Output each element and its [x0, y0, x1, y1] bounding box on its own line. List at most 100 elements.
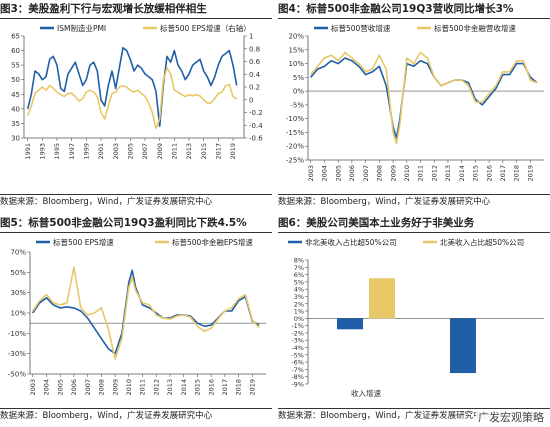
- y-tick-label: -15%: [286, 129, 304, 137]
- x-tick-label: 2019: [526, 165, 534, 182]
- x-tick-label: 2017: [221, 379, 229, 396]
- y-tick-label: -7%: [291, 366, 304, 374]
- y-tick-label: 30%: [10, 289, 26, 297]
- x-tick-label: 2001: [97, 143, 105, 160]
- x-tick-label: 1999: [83, 143, 91, 160]
- y-tick-label: 10%: [288, 60, 304, 68]
- x-tick-label: 2008: [98, 379, 106, 396]
- x-tick-label: 2015: [472, 165, 480, 182]
- series-line-2: [310, 51, 538, 145]
- chart-ism-eps: 30 35 40 45 50 55 60 65 1991 1993 1995 1997 1999 2001…: [11, 23, 263, 160]
- x-tick-label: 2012: [430, 165, 438, 182]
- x-tick-label: 2014: [458, 165, 466, 182]
- x-tick-label: 2011: [139, 379, 147, 396]
- bar-na-revenue: [369, 278, 395, 319]
- x-tick-label: 2013: [166, 379, 174, 396]
- y-right-tick-label: 0.2: [249, 84, 260, 92]
- y-tick-label: -20%: [286, 143, 304, 151]
- series-line-1: [310, 57, 538, 139]
- y-tick-label: 5%: [294, 278, 304, 286]
- y-right-tick-label: -0.2: [249, 109, 263, 117]
- x-category-label: 收入增速: [351, 388, 381, 398]
- panel-domestic-vs-foreign: 图6：美股公司美国本土业务好于非美业务 -9% -8% -7% -6% -5% -4% -3…: [278, 214, 550, 425]
- y-tick-label: -50%: [8, 371, 26, 379]
- x-tick-label: 2007: [84, 379, 92, 396]
- x-tick-label: 2009: [111, 379, 119, 396]
- x-tick-label: 2007: [141, 143, 149, 160]
- x-tick-label: 2018: [513, 165, 521, 182]
- y-right-tick-label: 0.8: [249, 45, 260, 53]
- y-tick-label: -3%: [291, 337, 304, 345]
- x-tick-label: 2015: [200, 143, 208, 160]
- panel-eps-growth: 图5：标普500非金融公司19Q3盈利同比下跌4.5% -50% -30% -10%…: [0, 214, 272, 425]
- y-tick-label: 0%: [294, 315, 304, 323]
- y-tick-label: 65: [11, 33, 20, 41]
- series-line-2: [32, 266, 260, 360]
- x-tick-label: 1991: [24, 143, 32, 160]
- y-tick-label: -10%: [286, 115, 304, 123]
- y-right-tick-label: -0.6: [249, 135, 263, 143]
- x-tick-label: 2009: [389, 165, 397, 182]
- series-line-1: [26, 46, 238, 128]
- y-tick-label: 20%: [288, 33, 304, 41]
- y-tick-label: 60: [11, 47, 20, 55]
- y-tick-label: -2%: [291, 329, 304, 337]
- legend-label: 标普500非金融EPS增速: [172, 237, 253, 247]
- y-tick-label: -8%: [291, 373, 304, 381]
- x-tick-label: 2011: [417, 165, 425, 182]
- y-tick-label: -9%: [291, 381, 304, 389]
- panel-revenue-growth: 图4：标普500非金融公司19Q3营收同比增长3% -25% -20% -15% -1…: [278, 0, 550, 211]
- x-tick-label: 2010: [403, 165, 411, 182]
- y-tick-label: 8%: [294, 257, 304, 265]
- panel-title: 图5：标普500非金融公司19Q3盈利同比下跌4.5%: [0, 214, 272, 233]
- x-tick-label: 2016: [207, 379, 215, 396]
- x-tick-label: 2003: [307, 165, 315, 182]
- legend-label: 标普500营收增速: [331, 23, 391, 33]
- series-line-2: [26, 67, 238, 130]
- y-tick-label: 50%: [10, 269, 26, 277]
- x-tick-label: 1995: [53, 143, 61, 160]
- x-tick-label: 2008: [376, 165, 384, 182]
- y-tick-label: 55: [11, 62, 20, 70]
- x-tick-label: 2019: [229, 143, 237, 160]
- x-tick-label: 1993: [39, 143, 47, 160]
- y-tick-label: 0%: [293, 88, 304, 96]
- legend-label: 北美收入占比超50%公司: [440, 237, 524, 247]
- x-tick-label: 2010: [125, 379, 133, 396]
- panel-title: 图6：美股公司美国本土业务好于非美业务: [278, 214, 550, 233]
- legend-label: 非北美收入占比超50%公司: [305, 237, 397, 247]
- y-tick-label: -10%: [8, 330, 26, 338]
- y-tick-label: 70%: [10, 249, 26, 257]
- x-tick-label: 2006: [70, 379, 78, 396]
- x-tick-label: 2018: [235, 379, 243, 396]
- y-tick-label: 40: [11, 105, 20, 113]
- y-tick-label: 2%: [294, 300, 304, 308]
- x-tick-label: 2013: [444, 165, 452, 182]
- chart-eps-growth: -50% -30% -10% 10% 30% 50% 70% 2003 2004 2005 2006…: [8, 237, 266, 396]
- y-tick-label: 15%: [288, 46, 304, 54]
- y-right-tick-label: 0.6: [249, 58, 261, 66]
- series-line-1: [32, 269, 260, 355]
- x-tick-label: 2013: [185, 143, 193, 160]
- x-tick-label: 2014: [180, 379, 188, 396]
- y-tick-label: 1%: [294, 308, 304, 316]
- source-note: 数据来源：Bloomberg，Wind，广发证券发展研究中心: [0, 194, 272, 210]
- bar-non-na-revenue: [337, 318, 363, 330]
- y-tick-label: -5%: [290, 101, 304, 109]
- y-tick-label: 50: [11, 76, 20, 84]
- y-tick-label: 4%: [294, 286, 304, 294]
- x-tick-label: 2005: [334, 165, 342, 182]
- panel-ism-eps: 图3：美股盈利下行与宏观增长放缓相伴相生 30 35 40 45 50 55 60 65 199…: [0, 0, 272, 211]
- y-tick-label: -6%: [291, 359, 304, 367]
- y-tick-label: 35: [11, 120, 20, 128]
- source-note: 数据来源：Bloomberg，Wind，广发证券发展研究中心: [0, 408, 272, 424]
- y-tick-label: 3%: [294, 293, 304, 301]
- panel-title: 图4：标普500非金融公司19Q3营收同比增长3%: [278, 0, 550, 19]
- y-tick-label: -4%: [291, 344, 304, 352]
- x-tick-label: 2003: [112, 143, 120, 160]
- source-note: 数据来源：Bloomberg，Wind，广发证券发展研究中心: [278, 194, 550, 210]
- x-tick-label: 2012: [152, 379, 160, 396]
- legend-label: 标普500 EPS增速（右轴）: [160, 23, 251, 33]
- legend-label: ISM制造业PMI: [57, 23, 106, 33]
- watermark: 广发宏观策略: [476, 409, 546, 425]
